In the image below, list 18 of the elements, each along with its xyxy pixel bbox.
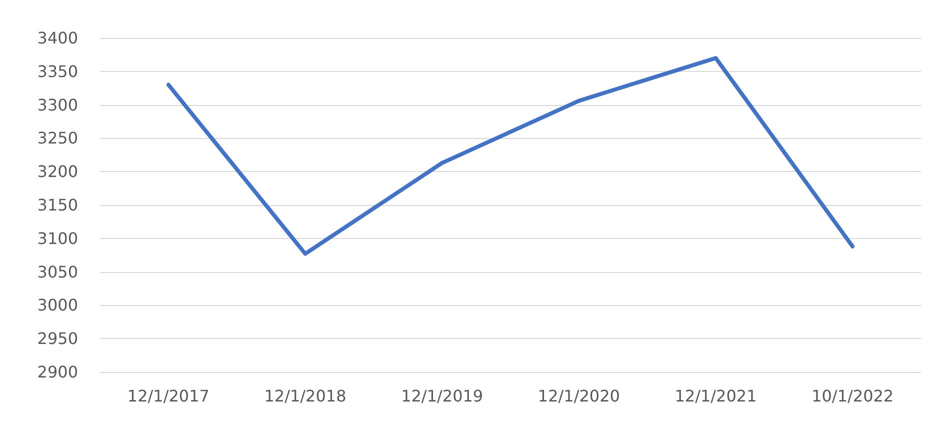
y-tick-label: 3250	[37, 128, 78, 148]
y-tick-label: 2950	[37, 329, 78, 348]
x-tick-label: 12/1/2020	[538, 386, 620, 406]
y-tick-label: 3350	[37, 62, 78, 81]
x-tick-label: 12/1/2018	[264, 386, 346, 406]
y-tick-label: 3200	[37, 162, 78, 182]
x-tick-label: 12/1/2017	[127, 386, 210, 406]
x-tick-label: 10/1/2022	[812, 386, 894, 406]
y-tick-label: 2900	[37, 362, 78, 382]
x-tick-label: 12/1/2019	[401, 386, 484, 406]
y-tick-label: 3300	[37, 95, 78, 114]
line-series	[166, 56, 855, 256]
y-tick-label: 3150	[37, 196, 78, 214]
y-tick-label: 3400	[37, 28, 78, 48]
x-tick-label: 12/1/2021	[674, 386, 757, 406]
y-tick-label: 3100	[37, 228, 78, 248]
y-tick-label: 3000	[37, 296, 78, 315]
y-tick-label: 3050	[37, 262, 78, 282]
